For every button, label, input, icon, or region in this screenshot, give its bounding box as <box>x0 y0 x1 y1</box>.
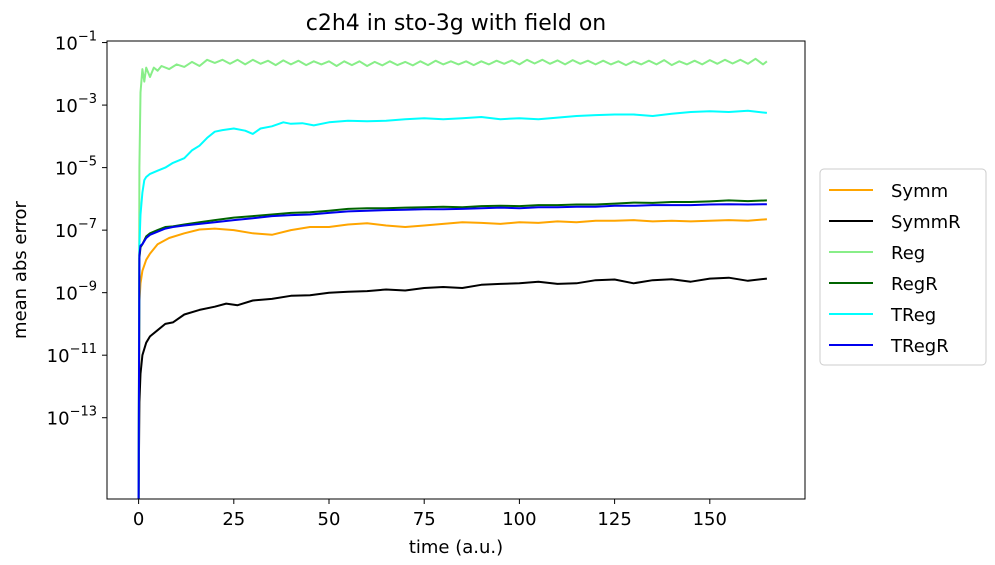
y-axis: 10−1 10−3 10−5 10−7 10−9 10−11 10−13 <box>47 30 107 430</box>
x-tick-label: 25 <box>222 509 245 530</box>
x-axis: 0 25 50 75 100 125 150 <box>133 499 727 530</box>
x-tick-label: 150 <box>693 509 727 530</box>
y-tick-label: 10−3 <box>55 92 97 117</box>
y-tick-label: 10−7 <box>55 217 97 242</box>
x-tick-label: 50 <box>318 509 341 530</box>
x-tick-label: 0 <box>133 509 144 530</box>
series-line-reg <box>137 57 768 499</box>
x-tick-label: 75 <box>413 509 436 530</box>
legend-label-regr: RegR <box>891 274 938 295</box>
y-tick-label: 10−13 <box>47 405 97 430</box>
series-line-treg <box>137 109 768 499</box>
plot-frame <box>106 40 806 500</box>
legend-label-reg: Reg <box>891 243 925 264</box>
y-tick-label: 10−5 <box>55 155 97 180</box>
legend: Symm SymmR Reg RegR TReg TRegR <box>819 168 987 366</box>
x-tick-label: 125 <box>597 509 631 530</box>
series-layer <box>137 57 768 499</box>
legend-label-symmr: SymmR <box>891 212 961 233</box>
series-line-regr <box>137 199 767 499</box>
y-tick-label: 10−11 <box>47 342 97 367</box>
y-axis-label: mean abs error <box>10 200 31 339</box>
x-tick-label: 100 <box>502 509 536 530</box>
legend-label-treg: TReg <box>890 305 936 326</box>
chart-title: c2h4 in sto-3g with field on <box>306 11 606 36</box>
legend-box <box>819 168 987 366</box>
legend-label-tregr: TRegR <box>890 336 949 357</box>
x-axis-label: time (a.u.) <box>409 537 503 558</box>
y-tick-label: 10−1 <box>55 30 97 55</box>
legend-label-symm: Symm <box>891 181 948 202</box>
y-tick-label: 10−9 <box>55 280 97 305</box>
series-line-symm <box>137 218 767 499</box>
series-line-tregr <box>137 203 767 499</box>
series-line-symmr <box>137 276 768 499</box>
